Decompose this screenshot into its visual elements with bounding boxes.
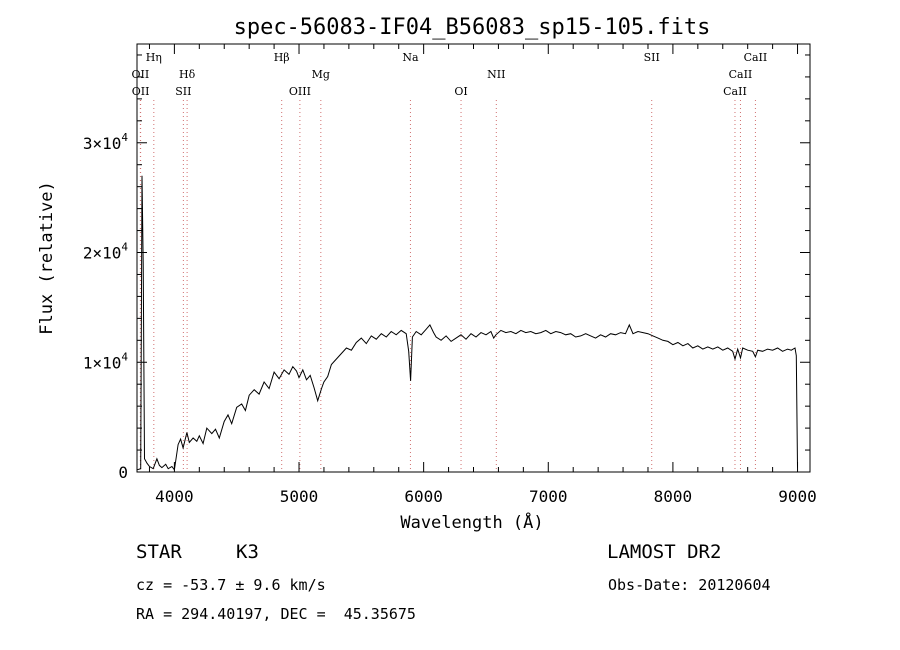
spectrum-series-line <box>136 175 798 472</box>
x-tick-label: 7000 <box>529 487 568 506</box>
y-tick-mantissa: 1×10 <box>83 353 122 372</box>
y-tick-mantissa: 0 <box>118 463 128 482</box>
spectral-line-label: NII <box>487 68 505 81</box>
y-tick-label: 0 <box>118 463 128 482</box>
spectral-line-label: SII <box>175 85 191 98</box>
y-tick-exponent: 4 <box>121 241 128 254</box>
redshift-velocity: cz = -53.7 ± 9.6 km/s <box>136 576 326 594</box>
spectral-line-label: Hδ <box>179 68 196 81</box>
x-tick-label: 4000 <box>155 487 194 506</box>
spectral-line-label: SII <box>644 51 660 64</box>
y-tick-label: 2×104 <box>83 241 129 263</box>
y-tick-mantissa: 3×10 <box>83 134 122 153</box>
y-tick-mantissa: 2×10 <box>83 244 122 263</box>
spectral-line-label: OII <box>132 68 150 81</box>
x-tick-label: 6000 <box>404 487 443 506</box>
x-tick-label: 5000 <box>280 487 319 506</box>
x-axis-label: Wavelength (Å) <box>400 511 543 533</box>
y-tick-label: 1×104 <box>83 350 129 372</box>
object-type: STAR <box>136 541 182 563</box>
x-tick-label: 9000 <box>778 487 817 506</box>
y-axis-label: Flux (relative) <box>37 181 57 335</box>
chart-title: spec-56083-IF04_B56083_sp15-105.fits <box>234 15 711 40</box>
object-subclass: K3 <box>236 541 259 563</box>
spectral-line-label: Hβ <box>274 51 290 64</box>
x-tick-label: 8000 <box>654 487 693 506</box>
y-tick-exponent: 4 <box>121 131 128 144</box>
observation-date: Obs-Date: 20120604 <box>608 576 771 594</box>
spectral-line-label: Mg <box>312 68 330 81</box>
spectral-line-label: CaII <box>723 85 747 98</box>
survey-name: LAMOST DR2 <box>607 541 722 563</box>
y-tick-exponent: 4 <box>121 350 128 363</box>
spectral-line-label: OII <box>132 85 150 98</box>
sky-coordinates: RA = 294.40197, DEC = 45.35675 <box>136 605 416 623</box>
plot-frame <box>136 43 811 473</box>
spectral-line-label: Na <box>402 51 419 64</box>
spectral-line-label: OIII <box>289 85 311 98</box>
spectral-line-label: Hη <box>146 51 162 64</box>
y-tick-label: 3×104 <box>83 131 129 153</box>
spectral-line-label: OI <box>454 85 467 98</box>
spectral-line-label: CaII <box>729 68 753 81</box>
spectral-line-label: CaII <box>744 51 768 64</box>
